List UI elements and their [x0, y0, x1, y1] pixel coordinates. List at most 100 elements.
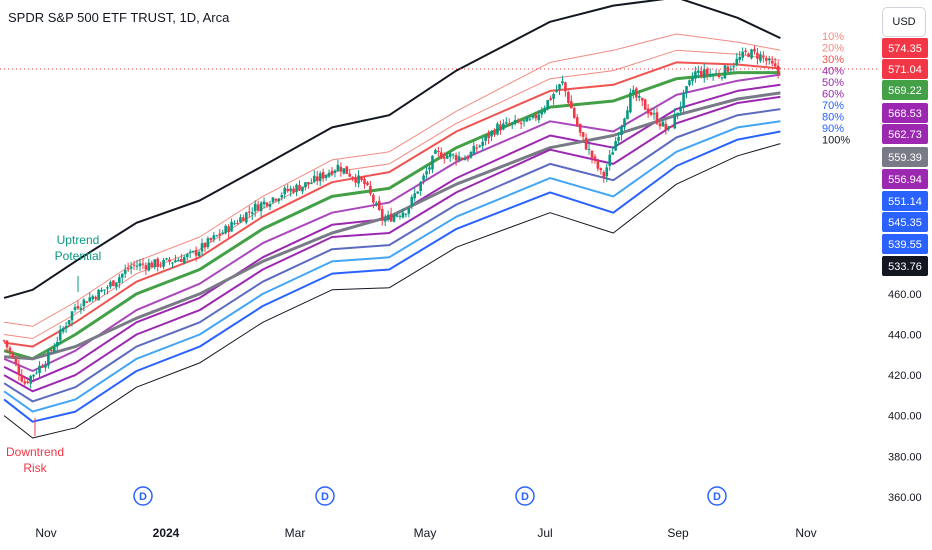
price-tag: 574.35	[882, 38, 928, 58]
candle-body	[363, 178, 366, 185]
dividend-marker-label: D	[521, 491, 529, 503]
price-axis-tick: 400.00	[888, 411, 922, 423]
price-tag: 551.14	[882, 191, 928, 211]
dividend-marker[interactable]	[515, 486, 535, 506]
candle-body	[540, 111, 544, 115]
band-line-90	[3, 130, 781, 423]
dividend-marker[interactable]	[133, 486, 153, 506]
candle-body	[97, 289, 100, 301]
band-line-30	[3, 61, 781, 348]
candle-body	[567, 91, 570, 103]
candle-body	[236, 223, 239, 225]
candle-body	[274, 198, 278, 201]
candle-body	[191, 250, 195, 253]
candle-body	[457, 156, 461, 161]
candle-body	[298, 184, 301, 191]
candle-body	[233, 223, 236, 225]
candle-body	[655, 112, 659, 124]
candle-body	[52, 347, 56, 353]
band-pct-label: 40%	[822, 66, 844, 78]
band-line-70	[3, 108, 781, 403]
candle-body	[590, 150, 594, 158]
uptrend-label-line1: Uptrend	[57, 233, 100, 247]
dividend-marker[interactable]	[707, 486, 727, 506]
candle-body	[227, 226, 230, 232]
candle-body	[747, 53, 750, 57]
candle-body	[61, 328, 65, 332]
candle-body	[318, 173, 322, 182]
candle-body	[20, 374, 24, 382]
candle-body	[38, 365, 41, 374]
candle-body	[673, 113, 677, 129]
price-axis-tick: 380.00	[888, 451, 922, 463]
band-line-40	[3, 73, 781, 372]
band-pct-label: 70%	[822, 100, 844, 112]
candle-body	[70, 311, 74, 321]
dividend-marker-label: D	[713, 491, 721, 503]
candle-body	[247, 211, 251, 213]
candle-body	[55, 341, 59, 347]
candle-body	[138, 263, 142, 267]
candle-body	[112, 280, 115, 286]
candle-body	[245, 212, 248, 223]
candle-body	[407, 207, 411, 214]
candle-body	[348, 173, 352, 177]
candle-body	[100, 289, 103, 292]
candle-body	[250, 212, 254, 214]
candle-body	[185, 254, 189, 257]
candle-body	[596, 159, 600, 169]
candle-body	[425, 171, 428, 175]
candle-body	[581, 132, 585, 137]
currency-button[interactable]: USD	[882, 7, 926, 37]
price-tag: 571.04	[882, 59, 928, 79]
candle-body	[602, 171, 606, 178]
candle-body	[528, 118, 532, 120]
time-axis-label: May	[414, 526, 437, 540]
candle-body	[321, 172, 325, 179]
candle-body	[14, 358, 18, 364]
candle-body	[522, 120, 526, 122]
candle-body	[386, 214, 390, 219]
candle-body	[549, 98, 552, 100]
candle-body	[383, 219, 387, 222]
candle-body	[50, 349, 53, 352]
candle-body	[599, 168, 603, 171]
price-tag-box	[882, 38, 928, 58]
band-pct-label: 30%	[822, 54, 844, 66]
price-candles	[2, 45, 780, 389]
price-tag-value: 574.35	[888, 43, 922, 55]
candle-body	[691, 77, 694, 82]
candle-body	[697, 70, 700, 73]
candle-body	[694, 71, 697, 79]
candle-body	[203, 242, 207, 248]
candle-body	[608, 154, 612, 166]
band-line-centre	[3, 91, 781, 361]
price-tag-box	[882, 191, 928, 211]
candle-body	[682, 92, 685, 108]
candle-body	[711, 74, 715, 76]
candle-body	[47, 351, 50, 366]
candle-body	[67, 320, 71, 325]
candle-body	[295, 184, 298, 192]
time-axis-label: Mar	[285, 526, 306, 540]
candle-body	[200, 243, 204, 252]
candle-body	[171, 262, 174, 264]
candle-body	[150, 262, 154, 268]
candle-body	[507, 123, 511, 125]
candle-body	[519, 122, 523, 124]
candle-body	[256, 204, 260, 211]
candle-body	[676, 112, 679, 116]
downtrend-label-line1: Downtrend	[6, 445, 64, 459]
candle-body	[206, 238, 210, 248]
price-tag-box	[882, 80, 928, 100]
candle-body	[327, 172, 331, 177]
candle-body	[262, 201, 266, 205]
candle-body	[605, 167, 609, 177]
symbol-title[interactable]: SPDR S&P 500 ETF TRUST, 1D, Arca	[8, 10, 230, 25]
candle-body	[635, 88, 638, 98]
candle-body	[454, 155, 458, 161]
dividend-marker[interactable]	[315, 486, 335, 506]
candle-body	[564, 82, 567, 92]
